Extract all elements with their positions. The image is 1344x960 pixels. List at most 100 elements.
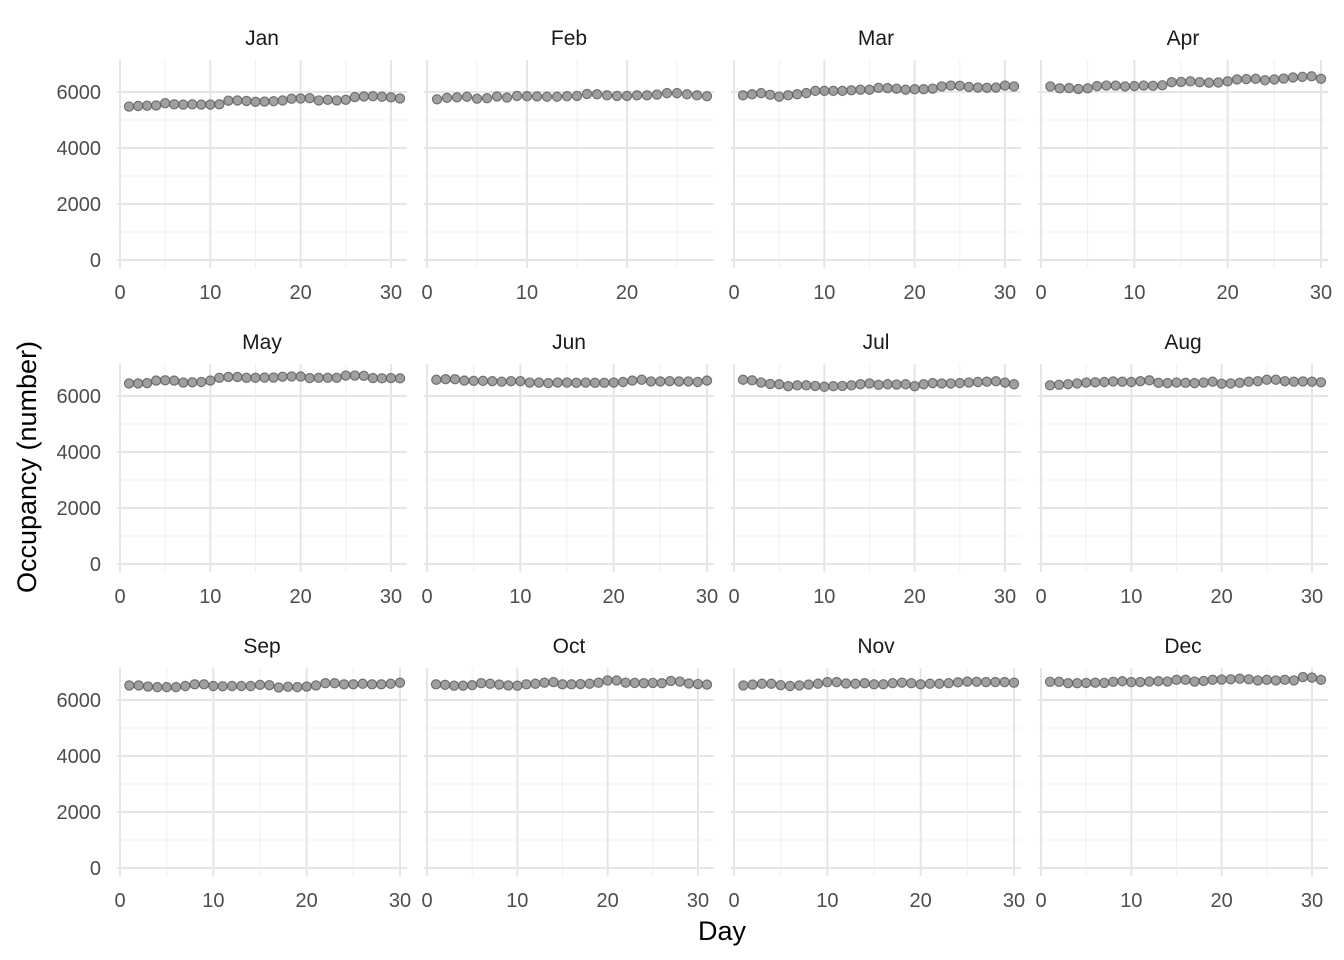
data-point [602, 675, 613, 686]
data-point [1261, 674, 1273, 686]
data-point [891, 379, 902, 390]
x-tick-label: 10 [199, 586, 221, 608]
data-point [927, 377, 938, 389]
panel-may: May 0 10 20 30 0 2000 4000 6000 [57, 331, 407, 608]
data-point [241, 372, 252, 383]
data-point [999, 80, 1011, 91]
data-point [963, 81, 975, 93]
data-point [273, 682, 284, 693]
data-point [264, 679, 275, 691]
data-point [123, 101, 135, 112]
y-tick-label: 6000 [57, 690, 102, 712]
data-point [1207, 376, 1218, 387]
data-point [205, 375, 216, 386]
data-point [873, 82, 884, 94]
data-point [755, 87, 767, 99]
data-point [310, 680, 322, 691]
x-tick-label: 30 [389, 890, 411, 912]
data-point [461, 91, 473, 102]
data-point [891, 83, 902, 94]
data-point [971, 676, 982, 688]
data-point [561, 90, 573, 102]
data-point [855, 379, 866, 390]
data-point [1089, 677, 1101, 688]
x-tick-label: 30 [696, 586, 718, 608]
x-tick-label: 0 [421, 890, 432, 912]
x-tick-label: 0 [114, 282, 125, 304]
data-point [819, 381, 830, 392]
data-point [524, 377, 535, 388]
data-point [1008, 379, 1020, 390]
data-point [801, 380, 812, 391]
data-point [376, 91, 388, 102]
data-point [766, 678, 777, 689]
data-point [945, 378, 956, 389]
facet-title: Jun [552, 331, 586, 354]
x-tick-label: 20 [904, 282, 926, 304]
data-point [1288, 675, 1300, 686]
data-point [1207, 674, 1218, 686]
data-point [737, 90, 749, 101]
data-point [589, 377, 601, 389]
data-point [1261, 374, 1273, 385]
y-tick-label: 2000 [57, 802, 102, 824]
data-point [664, 375, 675, 387]
data-point [196, 376, 207, 388]
data-point [1287, 72, 1299, 83]
data-point [1082, 83, 1093, 94]
data-point [683, 376, 694, 387]
data-point [292, 681, 303, 693]
data-point [1144, 375, 1155, 386]
data-point [773, 379, 785, 390]
y-tick-label: 6000 [57, 82, 102, 104]
data-point [638, 678, 649, 689]
x-tick-label: 0 [114, 586, 125, 608]
data-point [430, 679, 442, 690]
data-point [775, 679, 786, 691]
data-point [1216, 378, 1227, 389]
data-point [1198, 377, 1209, 388]
data-point [1225, 674, 1236, 685]
data-point [990, 676, 1001, 688]
data-point [214, 99, 225, 110]
data-point [1259, 75, 1271, 86]
data-point [773, 91, 785, 102]
data-point [1044, 676, 1056, 688]
data-point [1270, 374, 1282, 385]
data-point [439, 679, 451, 691]
data-point [366, 679, 378, 690]
x-axis-title: Day [698, 916, 747, 946]
data-point [159, 375, 171, 386]
y-tick-label: 0 [90, 858, 101, 880]
data-point [481, 92, 493, 104]
data-point [661, 87, 673, 99]
x-tick-label: 10 [516, 282, 538, 304]
data-point [340, 94, 352, 106]
data-point [846, 85, 857, 96]
data-point [557, 679, 568, 690]
data-point [142, 681, 154, 692]
data-point [331, 372, 342, 383]
data-point [1117, 376, 1128, 387]
data-point [1297, 671, 1309, 683]
data-point [511, 90, 523, 102]
data-point [358, 91, 370, 102]
data-point [477, 375, 489, 387]
data-point [1306, 672, 1318, 683]
data-point [878, 679, 889, 690]
y-tick-label: 4000 [57, 442, 102, 464]
data-point [295, 371, 306, 382]
x-tick-label: 0 [114, 890, 125, 912]
data-point [1101, 80, 1112, 91]
data-point [934, 678, 945, 689]
x-tick-label: 20 [616, 282, 638, 304]
data-point [189, 679, 200, 690]
data-point [887, 678, 898, 689]
data-point [963, 377, 975, 388]
data-point [747, 679, 758, 690]
data-point [999, 676, 1010, 688]
data-point [1297, 71, 1308, 83]
data-point [924, 678, 936, 689]
data-point [1171, 377, 1182, 388]
data-point [457, 680, 469, 691]
